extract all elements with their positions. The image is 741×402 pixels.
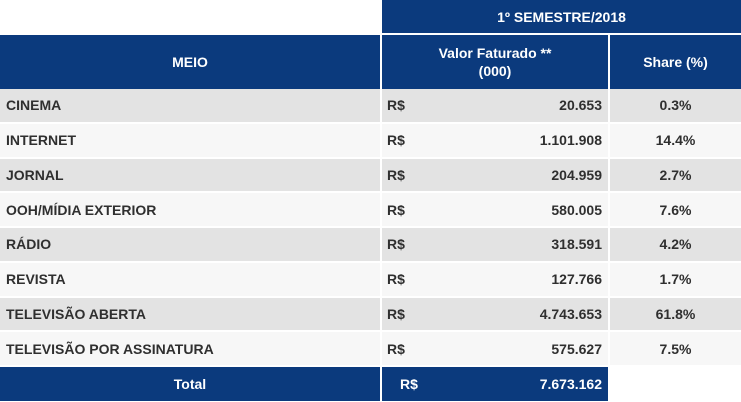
valor-cell: 4.743.653 — [440, 297, 608, 333]
share-cell: 7.6% — [608, 193, 741, 228]
share-cell: 0.3% — [608, 89, 741, 124]
total-currency: R$ — [380, 367, 440, 401]
table-row: OOH/MÍDIA EXTERIOR R$ 580.005 7.6% — [0, 193, 741, 228]
total-value: 7.673.162 — [440, 367, 608, 401]
currency-cell: R$ — [380, 123, 440, 159]
meio-cell: REVISTA — [0, 262, 380, 298]
meio-cell: JORNAL — [0, 158, 380, 194]
total-label: Total — [0, 367, 380, 401]
meio-cell: INTERNET — [0, 123, 380, 159]
top-left-blank — [0, 0, 380, 33]
share-cell: 1.7% — [608, 262, 741, 298]
table-row: INTERNET R$ 1.101.908 14.4% — [0, 123, 741, 159]
valor-cell: 580.005 — [440, 193, 608, 228]
total-row: Total R$ 7.673.162 — [0, 367, 741, 401]
valor-column-header: Valor Faturado ** (000) — [380, 33, 608, 89]
share-cell: 4.2% — [608, 228, 741, 263]
currency-cell: R$ — [380, 228, 440, 263]
meio-cell: OOH/MÍDIA EXTERIOR — [0, 193, 380, 228]
valor-header-line2: (000) — [478, 63, 512, 79]
currency-cell: R$ — [380, 89, 440, 124]
table-row: TELEVISÃO ABERTA R$ 4.743.653 61.8% — [0, 297, 741, 333]
valor-header-line1: Valor Faturado ** — [438, 45, 552, 61]
currency-cell: R$ — [380, 193, 440, 228]
valor-cell: 20.653 — [440, 89, 608, 124]
meio-cell: TELEVISÃO ABERTA — [0, 297, 380, 333]
table-row: JORNAL R$ 204.959 2.7% — [0, 158, 741, 194]
share-cell: 14.4% — [608, 123, 741, 159]
table-row: RÁDIO R$ 318.591 4.2% — [0, 228, 741, 263]
period-header: 1º SEMESTRE/2018 — [380, 0, 741, 33]
share-cell: 61.8% — [608, 297, 741, 333]
table-row: TELEVISÃO POR ASSINATURA R$ 575.627 7.5% — [0, 332, 741, 367]
meio-column-header: MEIO — [0, 33, 380, 89]
share-cell: 7.5% — [608, 332, 741, 367]
valor-cell: 127.766 — [440, 262, 608, 298]
valor-cell: 204.959 — [440, 158, 608, 194]
table-row: CINEMA R$ 20.653 0.3% — [0, 89, 741, 124]
meio-cell: CINEMA — [0, 89, 380, 124]
share-column-header: Share (%) — [608, 33, 741, 89]
currency-cell: R$ — [380, 332, 440, 367]
valor-cell: 575.627 — [440, 332, 608, 367]
meio-cell: RÁDIO — [0, 228, 380, 263]
currency-cell: R$ — [380, 158, 440, 194]
table-row: REVISTA R$ 127.766 1.7% — [0, 262, 741, 298]
valor-cell: 318.591 — [440, 228, 608, 263]
meio-cell: TELEVISÃO POR ASSINATURA — [0, 332, 380, 367]
total-share-blank — [608, 367, 741, 401]
share-cell: 2.7% — [608, 158, 741, 194]
valor-cell: 1.101.908 — [440, 123, 608, 159]
currency-cell: R$ — [380, 262, 440, 298]
currency-cell: R$ — [380, 297, 440, 333]
